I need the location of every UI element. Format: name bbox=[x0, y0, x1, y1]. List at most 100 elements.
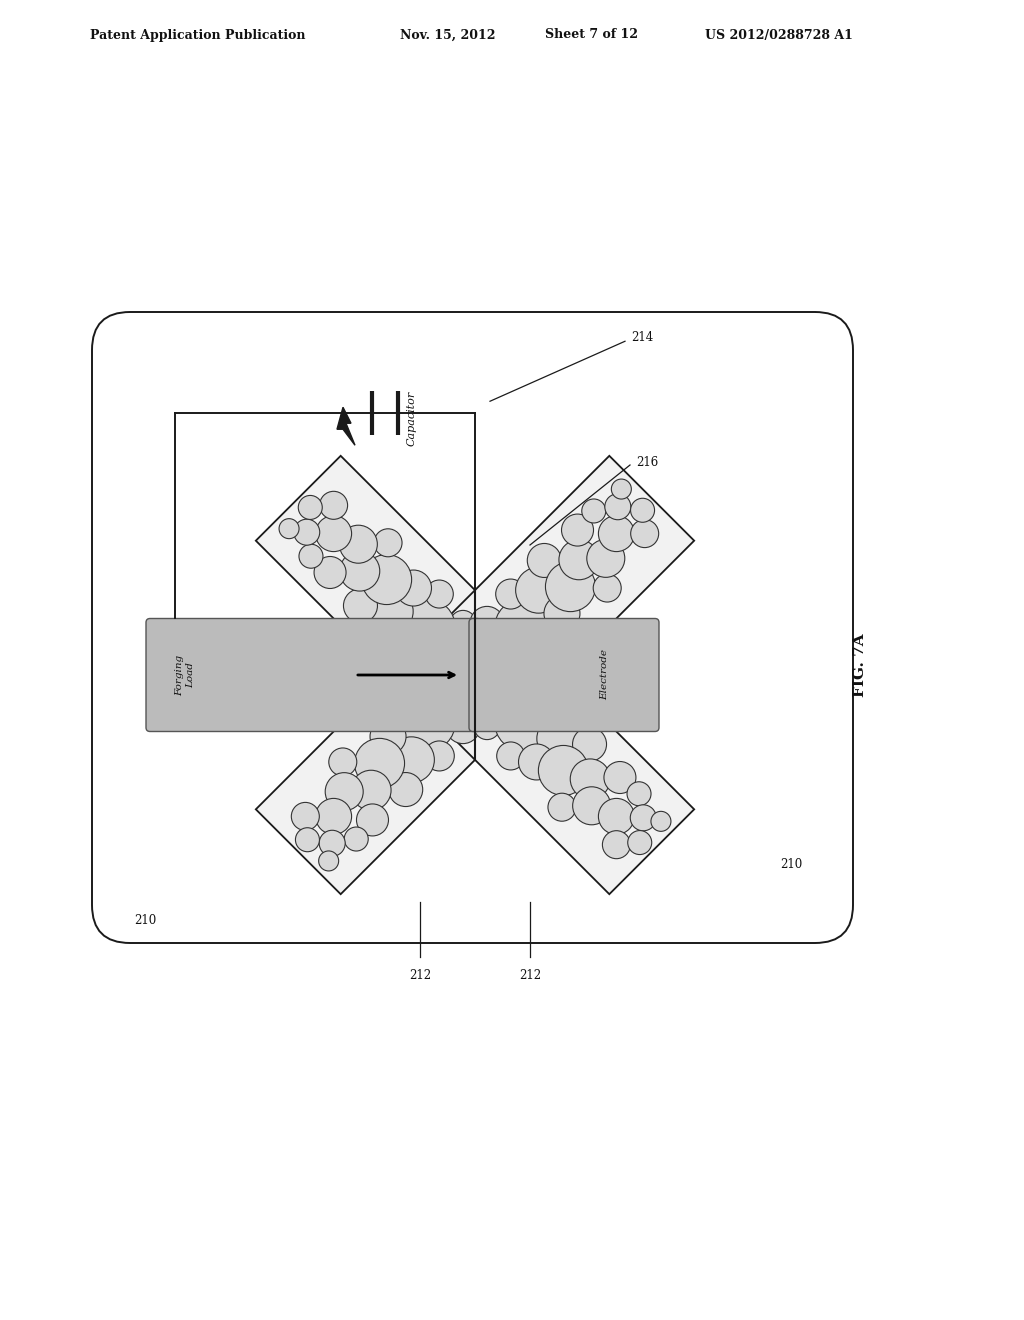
Circle shape bbox=[630, 805, 656, 830]
Circle shape bbox=[604, 762, 636, 793]
Text: Capacitor: Capacitor bbox=[407, 391, 417, 446]
Text: Patent Application Publication: Patent Application Publication bbox=[90, 29, 305, 41]
Circle shape bbox=[291, 803, 319, 830]
FancyBboxPatch shape bbox=[92, 312, 853, 942]
Circle shape bbox=[425, 579, 454, 609]
Circle shape bbox=[627, 781, 651, 805]
Circle shape bbox=[318, 851, 339, 871]
Circle shape bbox=[541, 696, 571, 726]
Text: 210: 210 bbox=[780, 858, 802, 871]
Circle shape bbox=[395, 570, 431, 606]
Circle shape bbox=[514, 649, 540, 676]
Circle shape bbox=[299, 544, 323, 568]
Circle shape bbox=[495, 599, 551, 655]
Circle shape bbox=[340, 550, 380, 591]
Circle shape bbox=[435, 635, 479, 680]
Text: 214: 214 bbox=[631, 331, 653, 343]
Text: 210: 210 bbox=[134, 913, 156, 927]
Circle shape bbox=[572, 727, 606, 762]
Circle shape bbox=[605, 494, 631, 520]
Circle shape bbox=[446, 710, 480, 743]
Polygon shape bbox=[432, 632, 694, 894]
Text: 216: 216 bbox=[636, 457, 658, 470]
Circle shape bbox=[572, 787, 610, 825]
FancyBboxPatch shape bbox=[146, 619, 481, 731]
Circle shape bbox=[602, 830, 631, 859]
Circle shape bbox=[587, 540, 625, 577]
Polygon shape bbox=[337, 408, 355, 445]
Circle shape bbox=[343, 589, 378, 623]
Circle shape bbox=[496, 579, 525, 609]
Circle shape bbox=[548, 793, 575, 821]
Circle shape bbox=[351, 771, 391, 810]
Circle shape bbox=[424, 741, 455, 771]
Circle shape bbox=[497, 742, 524, 770]
Circle shape bbox=[407, 645, 440, 680]
Circle shape bbox=[329, 748, 356, 776]
Circle shape bbox=[561, 513, 594, 546]
Polygon shape bbox=[256, 632, 517, 894]
Text: Electrode: Electrode bbox=[600, 649, 609, 701]
Circle shape bbox=[537, 715, 583, 762]
Circle shape bbox=[326, 772, 364, 810]
Polygon shape bbox=[432, 455, 694, 718]
Circle shape bbox=[374, 529, 402, 557]
Circle shape bbox=[314, 557, 346, 589]
Circle shape bbox=[344, 828, 369, 851]
Circle shape bbox=[370, 718, 407, 755]
Circle shape bbox=[368, 589, 413, 635]
Text: 212: 212 bbox=[519, 969, 541, 982]
Circle shape bbox=[319, 491, 347, 519]
Circle shape bbox=[450, 610, 476, 636]
Text: Sheet 7 of 12: Sheet 7 of 12 bbox=[545, 29, 638, 41]
Circle shape bbox=[598, 516, 635, 552]
Circle shape bbox=[593, 574, 622, 602]
Circle shape bbox=[298, 495, 323, 520]
Circle shape bbox=[570, 759, 610, 799]
Circle shape bbox=[296, 828, 319, 851]
Circle shape bbox=[631, 520, 658, 548]
Circle shape bbox=[315, 799, 351, 834]
Circle shape bbox=[542, 626, 570, 653]
Circle shape bbox=[651, 812, 671, 832]
Circle shape bbox=[380, 697, 408, 725]
Circle shape bbox=[518, 744, 555, 780]
Circle shape bbox=[539, 746, 589, 796]
Circle shape bbox=[294, 519, 319, 545]
FancyBboxPatch shape bbox=[469, 619, 659, 731]
Circle shape bbox=[495, 694, 551, 751]
Circle shape bbox=[388, 737, 434, 783]
Circle shape bbox=[611, 479, 632, 499]
Polygon shape bbox=[256, 455, 517, 718]
Circle shape bbox=[361, 554, 412, 605]
Circle shape bbox=[527, 544, 561, 577]
Text: 212: 212 bbox=[409, 969, 431, 982]
Circle shape bbox=[516, 568, 561, 614]
Circle shape bbox=[389, 772, 423, 807]
Circle shape bbox=[411, 675, 436, 700]
Circle shape bbox=[544, 595, 580, 631]
Circle shape bbox=[356, 804, 388, 836]
Circle shape bbox=[315, 516, 351, 552]
Circle shape bbox=[631, 498, 654, 523]
Text: Forging
Load: Forging Load bbox=[175, 655, 195, 696]
Circle shape bbox=[280, 519, 299, 539]
Circle shape bbox=[546, 561, 595, 611]
Circle shape bbox=[628, 830, 651, 854]
Circle shape bbox=[354, 738, 404, 788]
Circle shape bbox=[559, 540, 599, 579]
Text: US 2012/0288728 A1: US 2012/0288728 A1 bbox=[705, 29, 853, 41]
Circle shape bbox=[474, 714, 500, 739]
Circle shape bbox=[598, 799, 635, 834]
Circle shape bbox=[435, 671, 479, 714]
Circle shape bbox=[339, 525, 378, 564]
Circle shape bbox=[470, 606, 504, 640]
Text: FIG. 7A: FIG. 7A bbox=[853, 634, 867, 697]
Circle shape bbox=[399, 694, 456, 751]
Text: Nov. 15, 2012: Nov. 15, 2012 bbox=[400, 29, 496, 41]
Circle shape bbox=[399, 599, 456, 655]
Circle shape bbox=[379, 624, 409, 655]
Circle shape bbox=[582, 499, 606, 523]
Circle shape bbox=[471, 635, 515, 680]
Circle shape bbox=[319, 830, 345, 857]
